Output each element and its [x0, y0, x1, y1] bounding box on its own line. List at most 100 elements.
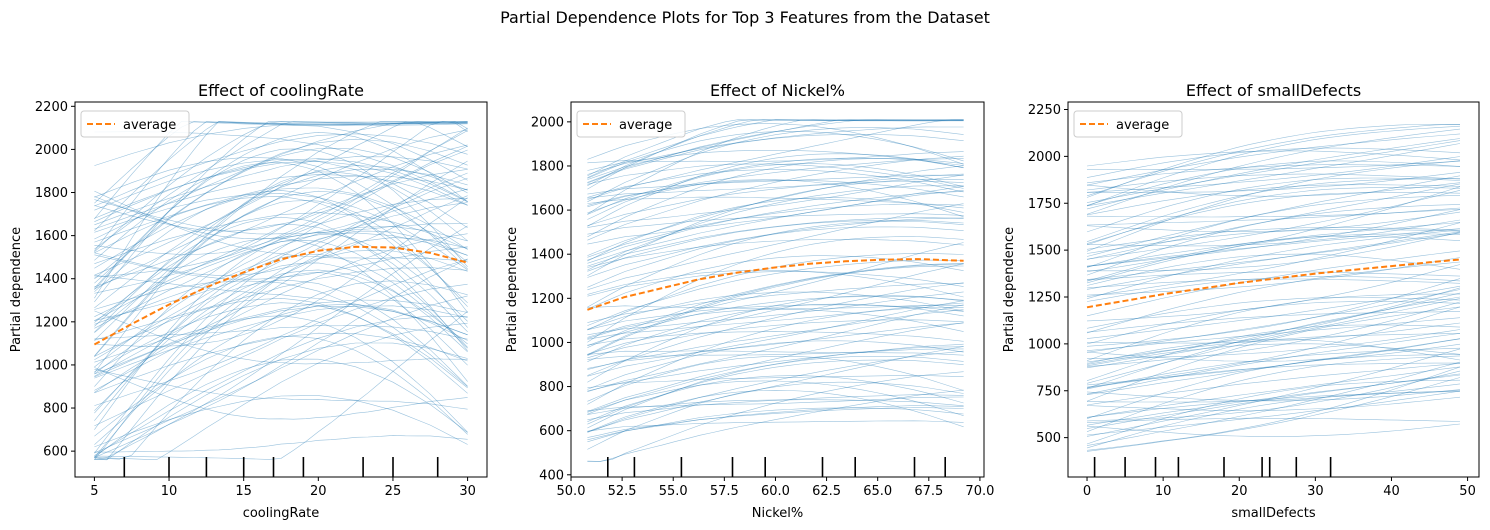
y-axis-label: Partial dependence	[9, 227, 24, 352]
ice-line	[1086, 156, 1461, 193]
ice-line	[94, 147, 468, 284]
ice-line	[94, 280, 468, 387]
ice-line	[587, 331, 964, 346]
ice-line	[587, 271, 964, 297]
ice-lines	[587, 119, 964, 462]
y-tick-label: 1800	[531, 159, 564, 174]
ice-line	[1086, 143, 1461, 207]
ice-line	[94, 305, 468, 379]
ice-line	[94, 332, 468, 394]
ice-line	[1086, 183, 1461, 260]
ice-line	[94, 212, 468, 264]
ice-line	[1086, 377, 1461, 452]
ice-line	[1086, 257, 1461, 296]
ice-line	[1086, 271, 1461, 281]
x-tick-label: 30	[459, 484, 476, 499]
ice-line	[1086, 348, 1461, 437]
ice-line	[94, 258, 468, 458]
ice-line	[1086, 317, 1461, 351]
ice-line	[1086, 329, 1461, 359]
ice-line	[94, 303, 468, 445]
ice-line	[1086, 164, 1461, 184]
ice-line	[1086, 301, 1461, 345]
ice-line	[587, 407, 964, 443]
ice-line	[1086, 390, 1461, 436]
y-tick-label: 600	[43, 445, 68, 460]
panel-title: Effect of smallDefects	[1186, 81, 1361, 100]
ice-line	[587, 236, 964, 343]
ice-line	[587, 217, 964, 278]
ice-line	[1086, 278, 1461, 347]
ice-line	[1086, 173, 1461, 191]
ice-line	[94, 158, 468, 229]
panel-title: Effect of coolingRate	[198, 81, 364, 100]
ice-line	[1086, 150, 1461, 167]
ice-line	[1086, 333, 1461, 395]
y-axis-label: Partial dependence	[1002, 227, 1017, 352]
ice-line	[94, 395, 468, 448]
ice-line	[587, 381, 964, 450]
ice-line	[1086, 178, 1460, 242]
ice-line	[1086, 184, 1461, 216]
ice-line	[94, 165, 468, 333]
ice-line	[587, 346, 964, 415]
x-tick-label: 50	[1459, 484, 1476, 499]
x-tick-label: 55.0	[659, 484, 688, 499]
ice-line	[1086, 361, 1461, 446]
ice-line	[587, 185, 964, 245]
ice-line	[1086, 250, 1461, 317]
ice-line	[1086, 236, 1461, 282]
average-line	[587, 258, 964, 311]
y-tick-label: 2000	[1028, 150, 1061, 165]
ice-line	[587, 174, 964, 195]
ice-line	[587, 213, 964, 235]
ice-line	[94, 299, 468, 363]
ice-line	[1086, 289, 1461, 353]
x-tick-label: 60.0	[761, 484, 790, 499]
ice-line	[94, 149, 468, 360]
ice-line	[587, 307, 964, 405]
ice-line	[1086, 160, 1461, 206]
ice-line	[587, 239, 964, 268]
y-axis-label: Partial dependence	[505, 227, 520, 352]
y-tick-label: 1000	[35, 358, 68, 373]
x-tick-label: 57.5	[710, 484, 739, 499]
ice-line	[587, 389, 964, 462]
ice-line	[587, 153, 964, 227]
ice-line	[1086, 374, 1461, 426]
ice-line	[94, 156, 468, 226]
ice-line	[587, 375, 964, 389]
ice-line	[1086, 222, 1461, 268]
ice-line	[94, 138, 468, 280]
x-tick-label: 67.5	[914, 484, 943, 499]
ice-line	[94, 240, 468, 387]
ice-line	[587, 282, 964, 376]
ice-line	[94, 283, 468, 427]
ice-line	[1086, 347, 1461, 390]
ice-line	[1086, 138, 1461, 210]
x-tick-label: 62.5	[812, 484, 841, 499]
ice-line	[587, 119, 964, 180]
ice-line	[1086, 195, 1461, 268]
ice-line	[1086, 140, 1461, 203]
ice-line	[94, 271, 468, 460]
ice-line	[587, 173, 964, 199]
ice-line	[587, 119, 964, 178]
ice-line	[587, 291, 964, 336]
y-tick-label: 800	[43, 402, 68, 417]
ice-line	[94, 190, 468, 357]
ice-line	[587, 133, 964, 184]
rug-ticks	[1093, 457, 1332, 477]
ice-line	[94, 262, 468, 414]
ice-line	[1086, 253, 1461, 286]
ice-line	[94, 121, 468, 294]
x-axis-label: Nickel%	[752, 506, 804, 521]
y-tick-label: 2200	[35, 100, 68, 115]
ice-line	[587, 127, 964, 203]
ice-line	[587, 165, 964, 256]
ice-line	[587, 305, 964, 310]
ice-line	[94, 237, 468, 382]
ice-line	[94, 124, 468, 181]
ice-line	[587, 407, 964, 438]
